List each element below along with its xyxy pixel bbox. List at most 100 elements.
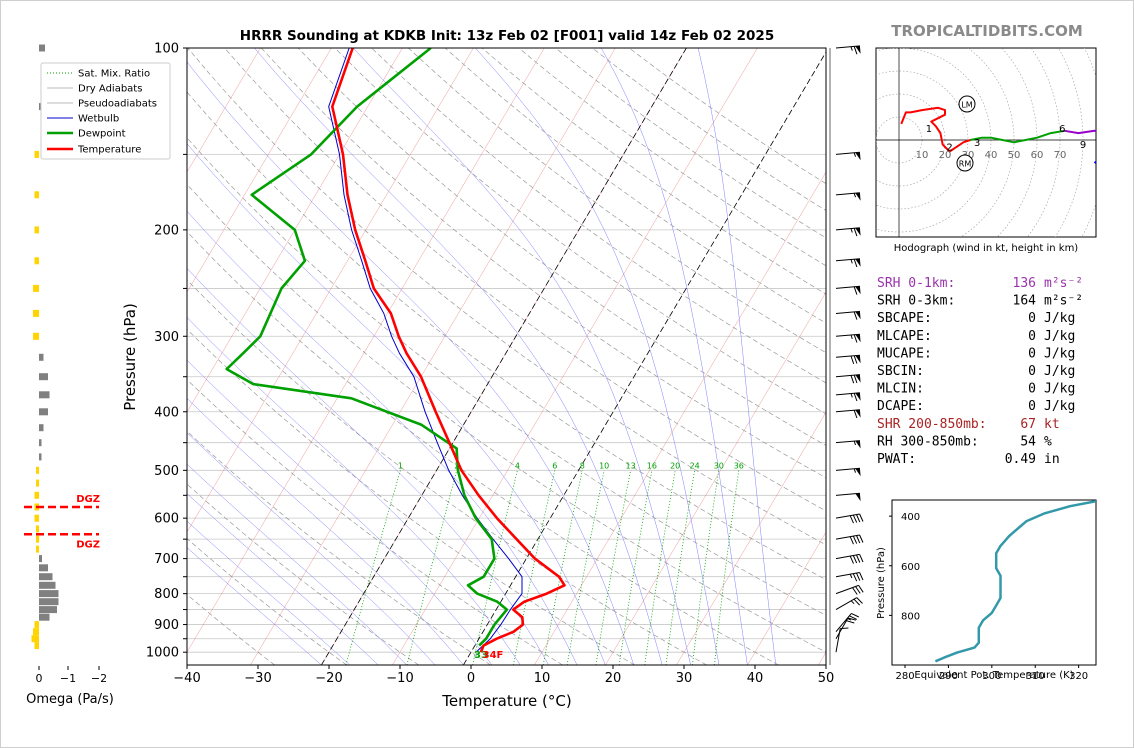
mixing-ratio-line: [542, 470, 583, 665]
dry-adiabat: [187, 483, 419, 665]
hodo-ring-label: 70: [1054, 150, 1067, 161]
mixing-ratio-label: 1: [398, 461, 403, 470]
zero-isotherm: [463, 51, 826, 665]
omega-bar: [39, 44, 45, 52]
wind-barb: [835, 584, 864, 595]
mixing-ratio-label: 8: [580, 461, 585, 470]
omega-bar: [31, 635, 39, 643]
indices-value: 0: [1028, 364, 1036, 379]
mixing-ratio-line: [595, 470, 631, 665]
y-tick-label: 900: [154, 618, 179, 633]
legend-temperature: Temperature: [77, 145, 141, 156]
y-tick-label: 500: [154, 464, 179, 479]
hodo-ring-label: 60: [1031, 150, 1044, 161]
mixing-ratio-line: [665, 470, 696, 665]
pseudoadiabat: [600, 48, 748, 665]
wind-barb: [835, 354, 861, 364]
x-tick-label: −40: [173, 671, 200, 686]
indices-label: MLCIN:: [877, 382, 924, 397]
pseudoadiabat: [187, 520, 350, 665]
temperature-line: [331, 48, 566, 653]
indices-value: 136: [1013, 276, 1036, 291]
wind-barb: [835, 492, 861, 502]
indices-unit: J/kg: [1044, 364, 1075, 379]
omega-bar: [34, 642, 39, 650]
indices-row: SBCAPE: 0 J/kg: [877, 311, 1075, 326]
omega-bar: [39, 555, 42, 563]
omega-tick-1: −1: [60, 672, 76, 685]
dry-adiabat: [408, 48, 826, 354]
indices-value: 0.49: [1005, 452, 1036, 467]
indices-value: 164: [1013, 294, 1037, 309]
indices-row: SBCIN: 0 J/kg: [877, 364, 1075, 379]
pseudoadiabat: [353, 48, 691, 665]
dry-adiabat: [187, 538, 347, 665]
indices-label: MUCAPE:: [877, 346, 932, 361]
hodo-lm-marker: LM: [958, 95, 976, 113]
hodo-trace: [1064, 129, 1096, 135]
x-tick-label: 50: [818, 671, 835, 686]
x-tick-label: −20: [315, 671, 342, 686]
skewt-xlabel: Temperature (°C): [441, 692, 571, 710]
omega-bar: [34, 226, 39, 234]
wind-barb: [835, 534, 864, 545]
hodo-height-label: 9: [1080, 140, 1086, 151]
theta-x-tick-label: 290: [939, 671, 958, 682]
pseudoadiabat: [697, 48, 777, 665]
indices-label: SRH 0-1km:: [877, 276, 955, 291]
indices-row: SRH 0-1km: 136 m²s⁻²: [877, 276, 1083, 291]
dry-adiabat: [371, 48, 826, 384]
mixing-ratio-label: 6: [552, 461, 557, 470]
omega-bar: [36, 466, 39, 474]
wind-barb: [835, 310, 861, 320]
theta-ylabel: Pressure (hPa): [876, 547, 887, 619]
legend-pseudoadiabats: Pseudoadiabats: [78, 99, 157, 110]
mixing-ratio-label: 36: [734, 461, 744, 470]
wind-barb: [835, 440, 861, 449]
omega-bar: [39, 598, 59, 606]
wind-barb: [835, 627, 849, 653]
omega-bar: [39, 581, 56, 589]
mixing-ratio-line: [692, 470, 720, 665]
omega-bar: [34, 514, 39, 522]
isotherm: [187, 48, 545, 653]
indices-label: RH 300-850mb:: [877, 434, 979, 449]
hodo-ring-label: 40: [985, 150, 998, 161]
hodo-ring-label: 50: [1008, 150, 1021, 161]
mixing-ratio-line: [345, 470, 401, 665]
hodo-rm-marker: RM: [956, 154, 974, 172]
dry-adiabat: [187, 231, 779, 665]
omega-bar: [36, 535, 39, 543]
indices-unit: m²s⁻²: [1044, 294, 1083, 309]
indices-value: 54: [1020, 434, 1036, 449]
legend-dewpoint: Dewpoint: [78, 129, 126, 140]
omega-xlabel: Omega (Pa/s): [26, 692, 114, 707]
wind-barb: [835, 392, 861, 402]
dry-adiabat: [187, 328, 635, 665]
mixing-ratio-line: [406, 470, 458, 665]
hodo-height-label: 6: [1059, 124, 1065, 135]
legend-dry-adiabats: Dry Adiabats: [78, 84, 142, 95]
indices-unit: J/kg: [1044, 399, 1075, 414]
dry-adiabat: [224, 48, 826, 512]
x-tick-label: 10: [534, 671, 551, 686]
pseudoadiabat: [187, 493, 379, 665]
x-tick-label: 0: [467, 671, 475, 686]
y-tick-label: 800: [154, 587, 179, 602]
x-tick-label: −30: [244, 671, 271, 686]
hodo-height-label: 2: [946, 142, 952, 153]
indices-unit: in: [1044, 452, 1060, 467]
omega-bar: [39, 613, 50, 621]
indices-label: SBCAPE:: [877, 311, 932, 326]
omega-tick-0: 0: [36, 672, 43, 685]
hodo-height-label: 3: [974, 138, 980, 149]
indices-unit: J/kg: [1044, 311, 1075, 326]
pseudoadiabat: [187, 317, 521, 665]
theta-x-tick-label: 300: [982, 671, 1001, 682]
omega-bar: [34, 621, 39, 629]
skewt-title: HRRR Sounding at KDKB Init: 13z Feb 02 […: [240, 28, 774, 44]
indices-row: PWAT: 0.49 in: [877, 452, 1060, 467]
theta-e-panel: 280 290 300 310 320 400 600 800 Equivalent Pot.…: [876, 499, 1097, 682]
y-tick-label: 700: [154, 552, 179, 567]
theta-x-tick-label: 320: [1069, 671, 1088, 682]
